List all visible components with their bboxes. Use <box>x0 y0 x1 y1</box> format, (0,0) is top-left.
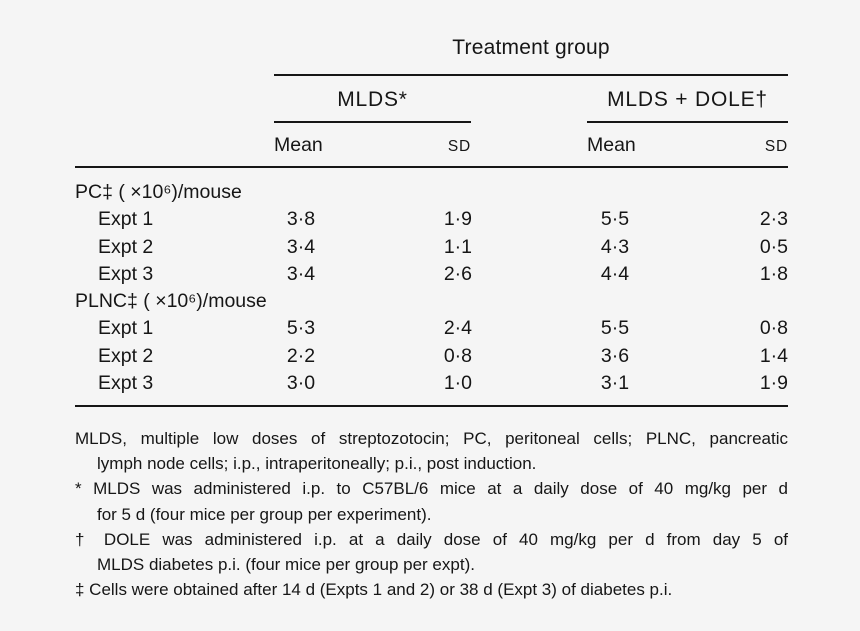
cell-mlds-dole-mean: 3·6 <box>600 344 630 367</box>
cell-mlds-sd: 2·6 <box>443 262 472 285</box>
cell-mlds-sd: 1·1 <box>443 235 472 258</box>
footnote-asterisk-line-2: for 5 d (four mice per group per experim… <box>97 504 432 524</box>
cell-mlds-mean: 3·0 <box>286 372 316 395</box>
cell-mlds-mean: 3·4 <box>286 235 316 258</box>
cell-mlds-sd: 1·0 <box>443 372 472 395</box>
row-label: Expt 2 <box>98 344 154 367</box>
cell-mlds-mean: 3·4 <box>286 262 316 285</box>
cell-mlds-mean: 2·2 <box>286 344 316 367</box>
cell-mlds-dole-mean: 4·3 <box>600 235 630 258</box>
group-rule-mlds <box>274 121 471 123</box>
cell-mlds-sd: 2·4 <box>443 317 472 340</box>
cell-mlds-dole-sd: 2·3 <box>759 208 788 231</box>
footnote-double-dagger: ‡ Cells were obtained after 14 d (Expts … <box>75 580 673 600</box>
footnote-dagger-line-2: MLDS diabetes p.i. (four mice per group … <box>97 554 475 574</box>
cell-mlds-dole-mean: 4·4 <box>600 262 630 285</box>
column-header-mean-1: Mean <box>274 134 323 156</box>
footnote-asterisk-line-1: * MLDS was administered i.p. to C57BL/6 … <box>75 479 788 499</box>
group-header-mlds-dole: MLDS + DOLE† <box>607 88 768 111</box>
table-row: Expt 3 3·0 1·0 3·1 1·9 <box>75 370 788 397</box>
cell-mlds-dole-sd: 0·5 <box>759 235 788 258</box>
group-header-mlds: MLDS* <box>337 88 408 111</box>
cell-mlds-dole-mean: 5·5 <box>600 317 630 340</box>
column-header-sd-1: SD <box>447 138 471 155</box>
spanner-title: Treatment group <box>452 36 610 59</box>
footnotes: MLDS, multiple low doses of streptozotoc… <box>75 426 788 602</box>
cell-mlds-dole-mean: 3·1 <box>600 372 630 395</box>
table-row: Expt 3 3·4 2·6 4·4 1·8 <box>75 261 788 288</box>
cell-mlds-dole-sd: 1·9 <box>759 372 788 395</box>
footnote-abbreviations-line-2: lymph node cells; i.p., intraperitoneall… <box>97 454 537 474</box>
row-label: Expt 3 <box>98 262 154 285</box>
table-body: PC‡ ( ×10⁶)/mouse Expt 1 3·8 1·9 5·5 2·3… <box>75 179 788 397</box>
cell-mlds-mean: 5·3 <box>286 317 316 340</box>
cell-mlds-dole-mean: 5·5 <box>600 208 630 231</box>
row-label: Expt 1 <box>98 208 154 231</box>
cell-mlds-sd: 0·8 <box>443 344 472 367</box>
column-header-sd-2: SD <box>764 138 788 155</box>
footnote-dagger-line-1: † DOLE was administered i.p. at a daily … <box>75 529 788 549</box>
table-bottom-rule <box>75 405 788 407</box>
section-label: PLNC‡ ( ×10⁶)/mouse <box>75 290 267 313</box>
section-row-pc: PC‡ ( ×10⁶)/mouse <box>75 179 788 206</box>
cell-mlds-dole-sd: 0·8 <box>759 317 788 340</box>
table-row: Expt 2 2·2 0·8 3·6 1·4 <box>75 343 788 370</box>
table-row: Expt 2 3·4 1·1 4·3 0·5 <box>75 234 788 261</box>
footnote-abbreviations-line-1: MLDS, multiple low doses of streptozotoc… <box>75 429 788 448</box>
row-label: Expt 3 <box>98 372 154 395</box>
column-header-mean-2: Mean <box>587 134 636 156</box>
cell-mlds-dole-sd: 1·8 <box>759 262 788 285</box>
table-row: Expt 1 5·3 2·4 5·5 0·8 <box>75 315 788 342</box>
cell-mlds-sd: 1·9 <box>443 208 472 231</box>
table-top-rule <box>75 166 788 168</box>
cell-mlds-dole-sd: 1·4 <box>759 344 788 367</box>
table-row: Expt 1 3·8 1·9 5·5 2·3 <box>75 206 788 233</box>
section-row-plnc: PLNC‡ ( ×10⁶)/mouse <box>75 288 788 315</box>
spanner-rule <box>274 74 788 76</box>
row-label: Expt 1 <box>98 317 154 340</box>
cell-mlds-mean: 3·8 <box>286 208 316 231</box>
group-rule-mlds-dole <box>587 121 788 123</box>
row-label: Expt 2 <box>98 235 154 258</box>
section-label: PC‡ ( ×10⁶)/mouse <box>75 181 242 203</box>
